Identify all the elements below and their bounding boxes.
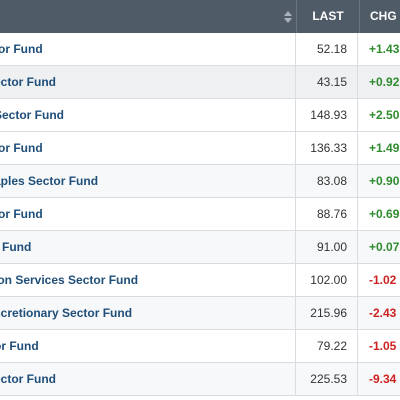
price-change: -1.05 xyxy=(369,339,397,353)
last-price: 79.22 xyxy=(296,330,358,363)
fund-name-link[interactable]: or Fund xyxy=(0,330,296,363)
table-body: tor Fund 52.18 +1.43 ector Fund 43.15 +0… xyxy=(0,33,400,396)
last-column-header[interactable]: LAST xyxy=(296,0,359,33)
price-change: +1.49 xyxy=(369,141,400,155)
table-header: LAST CHG xyxy=(0,0,400,33)
table-row: aples Sector Fund 83.08 +0.90 xyxy=(0,165,400,198)
price-change: +0.69 xyxy=(369,207,400,221)
table-row: tor Fund 88.76 +0.69 xyxy=(0,198,400,231)
price-change: -2.43 xyxy=(369,306,397,320)
fund-name-link[interactable]: ector Fund xyxy=(0,66,296,99)
fund-name-link[interactable]: r Fund xyxy=(0,231,296,264)
price-change: -9.34 xyxy=(369,372,397,386)
table-row: or Fund 79.22 -1.05 xyxy=(0,330,400,363)
fund-name-link[interactable]: tor Fund xyxy=(0,33,296,66)
table-row: tor Fund 52.18 +1.43 xyxy=(0,33,400,66)
fund-name-link[interactable]: ion Services Sector Fund xyxy=(0,264,296,297)
price-change: +1.43 xyxy=(369,42,400,56)
price-change: +0.92 xyxy=(369,75,400,89)
last-price: 148.93 xyxy=(296,99,358,132)
last-price: 102.00 xyxy=(296,264,358,297)
table-row: tor Fund 136.33 +1.49 xyxy=(0,132,400,165)
last-price: 215.96 xyxy=(296,297,358,330)
fund-name-link[interactable]: tor Fund xyxy=(0,198,296,231)
table-row: ector Fund 225.53 -9.34 xyxy=(0,363,400,396)
last-price: 88.76 xyxy=(296,198,358,231)
fund-name-link[interactable]: ector Fund xyxy=(0,363,296,396)
fund-name-link[interactable]: aples Sector Fund xyxy=(0,165,296,198)
last-price: 136.33 xyxy=(296,132,358,165)
last-price: 52.18 xyxy=(296,33,358,66)
table-row: r Fund 91.00 +0.07 xyxy=(0,231,400,264)
table-row: Sector Fund 148.93 +2.50 xyxy=(0,99,400,132)
price-change: -1.02 xyxy=(369,273,397,287)
table-row: ector Fund 43.15 +0.92 xyxy=(0,66,400,99)
name-column-header[interactable] xyxy=(0,0,296,33)
last-price: 91.00 xyxy=(296,231,358,264)
fund-name-link[interactable]: tor Fund xyxy=(0,132,296,165)
price-change: +0.90 xyxy=(369,174,400,188)
price-change: +2.50 xyxy=(369,108,400,122)
fund-name-link[interactable]: Sector Fund xyxy=(0,99,296,132)
last-price: 43.15 xyxy=(296,66,358,99)
table-row: scretionary Sector Fund 215.96 -2.43 xyxy=(0,297,400,330)
price-change: +0.07 xyxy=(369,240,400,254)
last-price: 225.53 xyxy=(296,363,358,396)
last-price: 83.08 xyxy=(296,165,358,198)
sort-arrows-icon[interactable] xyxy=(284,11,292,23)
table-row: ion Services Sector Fund 102.00 -1.02 xyxy=(0,264,400,297)
fund-name-link[interactable]: scretionary Sector Fund xyxy=(0,297,296,330)
chg-column-header[interactable]: CHG xyxy=(359,0,400,33)
